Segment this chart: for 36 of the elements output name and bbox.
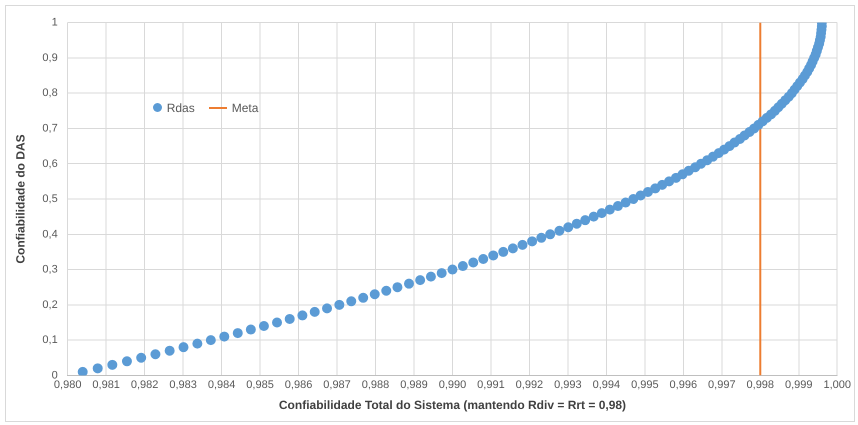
- y-axis-title: Confiabilidade do DAS: [14, 134, 28, 264]
- x-tick-label: 0,988: [362, 379, 390, 392]
- y-tick-label: 0,8: [42, 87, 58, 100]
- x-tick-label: 0,993: [554, 379, 582, 392]
- x-axis-title: Confiabilidade Total do Sistema (mantendo Rdiv = Rrt = 0,98): [278, 398, 626, 412]
- x-tick-label: 0,989: [400, 379, 428, 392]
- x-tick-label: 0,981: [92, 379, 120, 392]
- x-tick-label: 0,985: [246, 379, 274, 392]
- y-tick-label: 0,1: [42, 334, 58, 346]
- x-tick-label: 0,991: [477, 379, 505, 392]
- x-tick-label: 0,996: [670, 379, 698, 392]
- x-tick-label: 0,986: [284, 379, 312, 392]
- x-tick-label: 0,992: [516, 379, 544, 392]
- x-tick-label: 0,997: [708, 379, 736, 392]
- y-tick-label: 0,3: [42, 264, 58, 276]
- y-tick-label: 0,2: [42, 298, 58, 311]
- x-tick-label: 0,980: [54, 379, 82, 392]
- y-tick-label: 0,5: [42, 193, 58, 206]
- x-tick-label: 0,983: [169, 379, 197, 392]
- y-tick-label: 0,4: [42, 228, 58, 240]
- y-tick-label: 0,6: [42, 158, 58, 170]
- x-tick-label: 1,000: [823, 379, 851, 392]
- y-tick-label: 0,7: [42, 122, 58, 134]
- x-tick-label: 0,994: [592, 379, 620, 392]
- x-tick-label: 0,999: [784, 379, 813, 392]
- legend-label: Rdas: [166, 100, 195, 115]
- x-tick-label: 0,982: [130, 379, 158, 392]
- y-tick-label: 0: [52, 369, 58, 382]
- x-tick-label: 0,984: [208, 379, 236, 392]
- legend-label: Meta: [232, 100, 258, 115]
- x-tick-label: 0,987: [323, 379, 351, 392]
- x-tick-label: 0,990: [438, 379, 466, 392]
- y-tick-label: 1: [52, 16, 58, 29]
- x-tick-label: 0,995: [631, 379, 659, 392]
- x-tick-label: 0,998: [746, 379, 774, 392]
- y-tick-label: 0,9: [42, 52, 58, 64]
